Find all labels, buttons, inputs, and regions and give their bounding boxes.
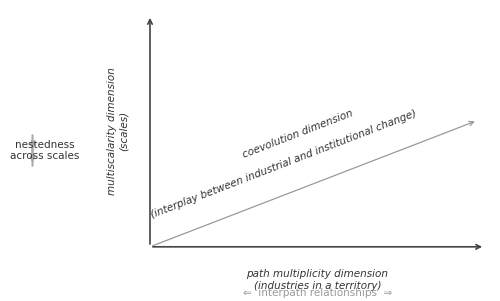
- Text: nestedness
across scales: nestedness across scales: [10, 140, 80, 161]
- Text: coevolution dimension: coevolution dimension: [242, 108, 355, 160]
- Text: ⇐  interpath relationships  ⇒: ⇐ interpath relationships ⇒: [243, 288, 392, 298]
- Text: multiscalarity dimension
(scales): multiscalarity dimension (scales): [106, 67, 128, 195]
- Text: (interplay between industrial and institutional change): (interplay between industrial and instit…: [149, 108, 417, 220]
- Text: path multiplicity dimension
(industries in a territory): path multiplicity dimension (industries …: [246, 269, 388, 291]
